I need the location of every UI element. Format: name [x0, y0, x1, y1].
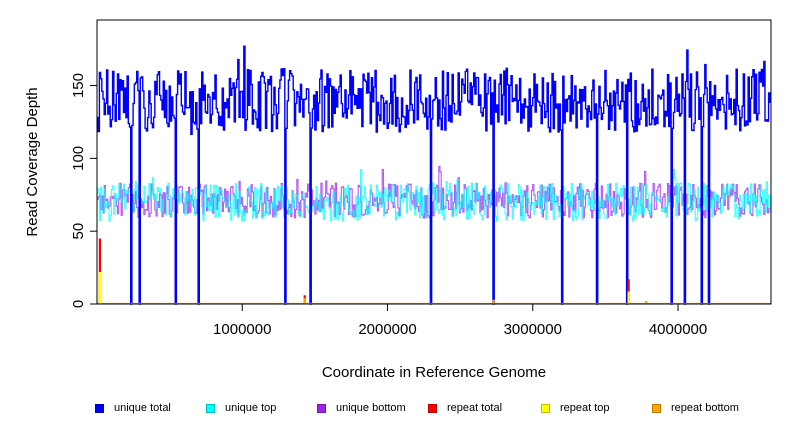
legend-item-repeat-total: repeat total: [428, 402, 502, 414]
legend-item-unique-top: unique top: [206, 402, 276, 414]
x-tick-label: 3000000: [504, 321, 562, 338]
y-tick-label: 100: [70, 146, 87, 171]
series-line-unique-total: [97, 45, 771, 305]
legend: unique total unique top unique bottom repea…: [0, 394, 792, 424]
legend-swatch: [95, 403, 104, 413]
legend-label: unique top: [225, 402, 277, 414]
x-tick-label: 2000000: [358, 321, 416, 338]
legend-item-unique-bottom: unique bottom: [317, 402, 406, 414]
legend-item-unique-total: unique total: [95, 402, 171, 414]
x-tick-label: 4000000: [649, 321, 707, 338]
y-tick-label: 0: [70, 300, 87, 308]
legend-item-repeat-top: repeat top: [541, 402, 610, 414]
legend-label: repeat bottom: [671, 402, 739, 414]
y-tick-label: 50: [70, 223, 87, 240]
x-axis-label: Coordinate in Reference Genome: [322, 364, 546, 381]
legend-swatch: [541, 403, 550, 413]
legend-label: repeat total: [447, 402, 503, 414]
x-tick-label: 1000000: [213, 321, 271, 338]
axis-layer: 1000000 2000000 3000000 4000000 0 50 100 150: [70, 73, 707, 338]
legend-label: repeat top: [560, 402, 610, 414]
legend-swatch: [652, 403, 661, 413]
y-tick-label: 150: [70, 73, 87, 98]
series-line-unique-top: [97, 168, 771, 305]
plot-layer: [97, 45, 771, 305]
legend-swatch: [206, 403, 215, 413]
legend-item-repeat-bottom: repeat bottom: [652, 402, 739, 414]
plot-frame: [96, 19, 772, 305]
legend-swatch: [317, 403, 326, 413]
legend-label: unique total: [114, 402, 171, 414]
coverage-chart: 1000000 2000000 3000000 4000000 0 50 100 150 Co…: [24, 19, 772, 381]
y-axis-label: Read Coverage Depth: [24, 87, 41, 236]
legend-swatch: [428, 403, 437, 413]
legend-label: unique bottom: [336, 402, 406, 414]
